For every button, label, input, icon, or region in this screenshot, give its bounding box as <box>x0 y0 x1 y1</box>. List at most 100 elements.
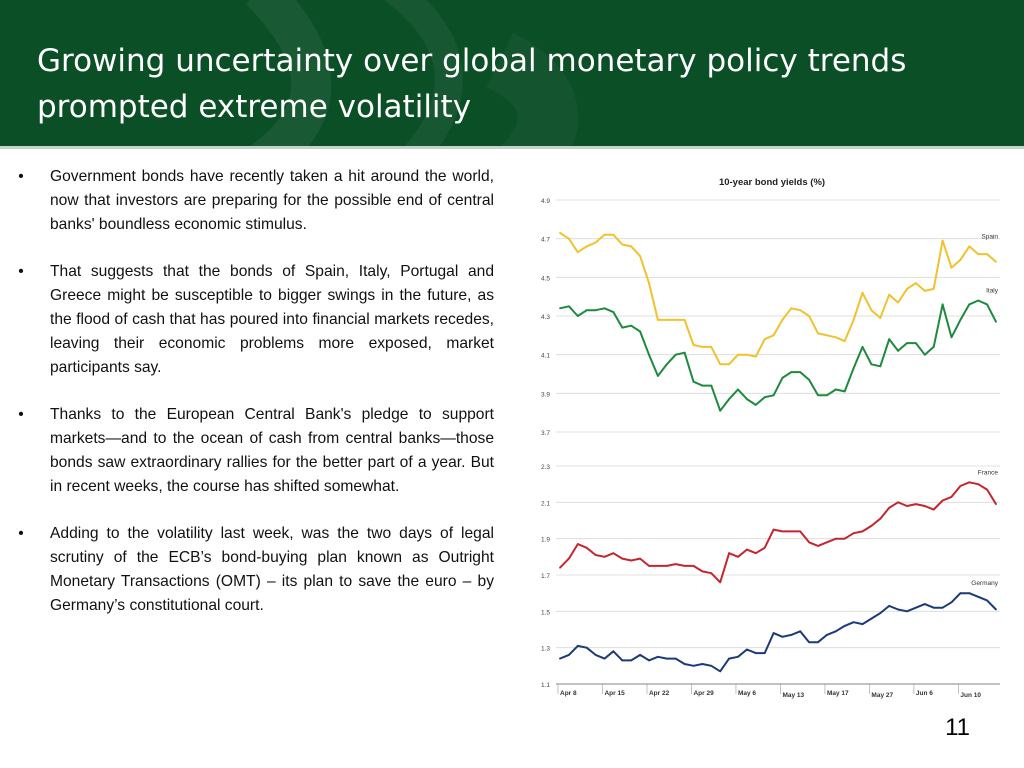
data-point-spain <box>763 338 766 341</box>
data-point-italy <box>959 318 962 321</box>
data-point-france <box>959 485 962 487</box>
data-point-germany <box>977 595 980 598</box>
data-point-spain <box>567 237 570 240</box>
data-point-germany <box>950 601 953 604</box>
data-point-italy <box>567 305 570 308</box>
data-point-italy <box>843 390 846 393</box>
data-point-italy <box>710 384 713 387</box>
data-point-germany <box>701 663 704 665</box>
data-point-germany <box>594 654 597 656</box>
data-point-spain <box>941 239 944 242</box>
data-point-germany <box>799 630 802 633</box>
x-tick-label: Apr 29 <box>693 690 714 697</box>
data-point-spain <box>879 317 882 319</box>
data-point-germany <box>808 641 811 644</box>
data-point-france <box>879 517 882 520</box>
y-tick-label: 4.3 <box>541 314 550 321</box>
y-tick-label: 1.3 <box>541 646 550 653</box>
data-point-spain <box>665 318 668 321</box>
data-point-spain <box>932 288 935 290</box>
data-point-france <box>674 563 677 565</box>
series-line-germany <box>559 592 997 673</box>
data-point-germany <box>674 657 677 660</box>
data-point-italy <box>701 384 704 387</box>
y-tick-label: 4.1 <box>541 353 550 360</box>
data-point-italy <box>986 303 989 306</box>
data-point-spain <box>826 334 828 337</box>
data-point-spain <box>906 288 908 290</box>
data-point-france <box>692 565 695 567</box>
data-point-germany <box>630 659 633 662</box>
data-point-spain <box>630 245 633 248</box>
bullet-list: • Government bonds have recently taken a… <box>14 165 494 641</box>
data-point-germany <box>576 644 579 647</box>
data-point-germany <box>772 632 775 635</box>
data-point-spain <box>897 301 900 304</box>
data-point-germany <box>843 624 846 627</box>
x-tick-label: Apr 22 <box>649 690 670 697</box>
data-point-france <box>995 503 997 506</box>
y-tick-label: 3.9 <box>541 391 550 398</box>
series-label-france: France <box>978 469 999 476</box>
data-point-france <box>567 557 570 560</box>
data-point-spain <box>968 245 971 248</box>
data-point-spain <box>995 260 997 263</box>
data-point-france <box>630 559 633 562</box>
data-point-spain <box>915 282 917 285</box>
data-point-italy <box>754 404 757 406</box>
data-point-spain <box>817 332 819 335</box>
data-point-germany <box>745 648 748 651</box>
data-point-germany <box>826 634 828 636</box>
data-point-italy <box>808 378 811 381</box>
data-point-france <box>932 508 935 511</box>
data-point-germany <box>870 617 873 620</box>
data-point-germany <box>559 657 561 660</box>
data-point-germany <box>639 654 641 656</box>
data-point-spain <box>834 336 837 339</box>
data-point-italy <box>772 394 775 397</box>
data-point-france <box>977 483 980 486</box>
data-point-italy <box>790 371 793 373</box>
bullet-text: Thanks to the European Central Bank's pl… <box>50 406 494 495</box>
series-line-france <box>559 481 997 584</box>
data-point-italy <box>603 307 606 310</box>
data-point-italy <box>639 330 641 333</box>
data-point-spain <box>923 289 926 292</box>
data-point-spain <box>799 309 802 312</box>
data-point-france <box>790 530 793 533</box>
data-point-spain <box>959 259 962 261</box>
x-tick-label: May 6 <box>738 690 756 697</box>
data-point-spain <box>888 293 891 296</box>
data-point-germany <box>612 650 615 653</box>
data-point-italy <box>968 303 971 306</box>
data-point-france <box>763 546 766 549</box>
data-point-france <box>799 530 802 533</box>
data-point-france <box>648 565 650 567</box>
data-point-italy <box>915 342 917 344</box>
data-point-france <box>728 552 730 555</box>
data-point-germany <box>603 657 606 660</box>
data-point-germany <box>621 659 624 662</box>
x-tick-label: May 13 <box>782 692 804 699</box>
data-point-italy <box>870 363 873 366</box>
data-point-germany <box>710 664 713 667</box>
data-point-germany <box>932 606 935 609</box>
data-point-france <box>603 555 606 558</box>
page-number: 11 <box>945 714 970 741</box>
data-point-spain <box>710 346 713 348</box>
data-point-germany <box>888 604 891 607</box>
data-point-france <box>808 541 811 544</box>
data-point-germany <box>915 606 917 609</box>
data-point-italy <box>585 309 588 312</box>
data-point-germany <box>585 646 588 649</box>
bullet-item: • Thanks to the European Central Bank's … <box>14 403 494 499</box>
data-point-france <box>781 530 784 533</box>
slide-header: Growing uncertainty over global monetary… <box>0 0 1024 146</box>
data-point-spain <box>719 363 722 366</box>
data-point-france <box>621 557 624 560</box>
data-point-france <box>683 565 686 567</box>
data-point-italy <box>941 303 944 306</box>
data-point-germany <box>986 599 989 602</box>
x-tick-label: Apr 8 <box>560 690 577 697</box>
y-tick-label: 4.5 <box>541 275 550 282</box>
